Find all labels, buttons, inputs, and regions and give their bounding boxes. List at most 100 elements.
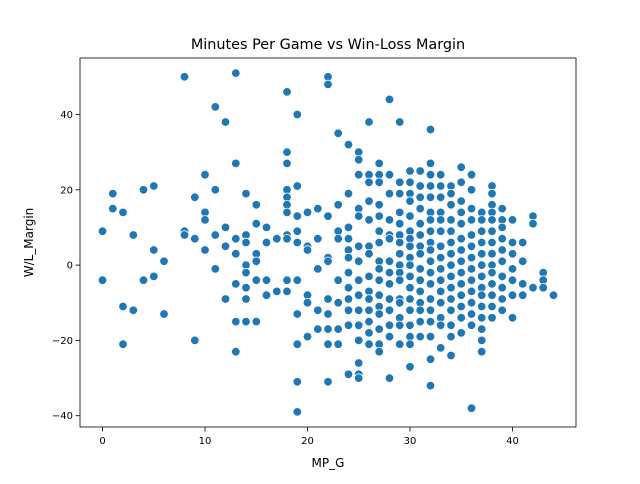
- data-point-256: [436, 241, 446, 252]
- data-point-103: [333, 128, 343, 139]
- data-point-241: [425, 256, 436, 267]
- data-point-6: [118, 339, 128, 349]
- data-point-84: [302, 245, 313, 255]
- data-point-251: [436, 181, 446, 191]
- data-point-99: [323, 309, 333, 319]
- data-point-177: [384, 294, 395, 304]
- data-point-39: [231, 316, 241, 327]
- data-point-63: [282, 158, 292, 169]
- data-point-1: [97, 275, 108, 285]
- data-point-156: [374, 211, 384, 221]
- data-point-71: [282, 286, 292, 297]
- data-point-36: [231, 233, 241, 244]
- data-point-281: [456, 177, 466, 188]
- data-point-210: [405, 294, 415, 304]
- data-point-267: [446, 200, 456, 210]
- data-point-326: [487, 215, 497, 225]
- data-point-31: [220, 222, 231, 233]
- data-point-43: [241, 237, 251, 248]
- data-point-284: [456, 218, 466, 229]
- data-point-138: [364, 117, 374, 127]
- data-point-216: [415, 166, 425, 176]
- data-point-258: [436, 264, 446, 274]
- data-point-58: [261, 290, 272, 300]
- data-point-89: [313, 233, 323, 244]
- data-point-356: [518, 290, 528, 300]
- data-point-299: [466, 241, 477, 252]
- data-point-312: [477, 249, 487, 259]
- data-point-14: [159, 256, 169, 267]
- data-point-98: [323, 294, 333, 304]
- y-tick-label: 40: [60, 110, 73, 121]
- y-axis-label: W/L_Margin: [22, 208, 36, 278]
- data-point-350: [507, 275, 518, 285]
- data-point-75: [292, 226, 303, 236]
- data-point-321: [477, 347, 487, 357]
- data-point-91: [313, 305, 323, 316]
- data-point-20: [190, 233, 200, 244]
- data-point-125: [354, 169, 364, 180]
- y-tick-label: −40: [52, 411, 73, 422]
- data-point-97: [323, 256, 333, 267]
- data-point-110: [333, 339, 343, 349]
- data-point-226: [415, 286, 425, 297]
- data-point-128: [354, 241, 364, 252]
- data-point-201: [405, 196, 415, 206]
- data-point-32: [220, 241, 231, 252]
- data-point-155: [374, 200, 384, 210]
- data-point-311: [477, 237, 487, 248]
- data-point-257: [436, 252, 446, 263]
- data-point-175: [384, 267, 395, 278]
- data-point-186: [395, 218, 405, 229]
- data-point-199: [405, 177, 415, 188]
- data-point-351: [507, 290, 518, 300]
- data-point-154: [374, 177, 384, 188]
- data-point-0: [97, 226, 108, 236]
- data-point-116: [343, 252, 354, 263]
- data-point-147: [364, 294, 374, 304]
- data-point-319: [477, 324, 487, 334]
- data-point-347: [507, 237, 518, 248]
- data-point-218: [415, 192, 425, 203]
- x-tick-label: 30: [404, 436, 417, 447]
- y-axis-ticks: −40 −20 0 20 40: [52, 110, 80, 422]
- data-point-18: [179, 230, 190, 240]
- data-point-280: [456, 162, 466, 172]
- data-point-53: [251, 275, 261, 285]
- data-point-164: [374, 309, 384, 319]
- data-point-221: [415, 230, 425, 240]
- data-point-40: [231, 347, 241, 357]
- data-point-266: [446, 188, 456, 199]
- data-point-9: [138, 185, 149, 195]
- data-point-122: [343, 369, 354, 380]
- data-point-111: [343, 139, 354, 150]
- data-point-77: [292, 275, 303, 285]
- data-point-30: [220, 117, 231, 127]
- data-point-10: [138, 275, 149, 285]
- data-point-271: [446, 249, 456, 259]
- data-point-196: [395, 320, 405, 331]
- data-point-181: [384, 373, 395, 383]
- data-point-12: [149, 245, 159, 255]
- data-point-254: [436, 215, 446, 225]
- data-point-57: [261, 275, 272, 285]
- data-point-207: [405, 260, 415, 270]
- data-point-49: [251, 200, 261, 210]
- data-point-160: [374, 264, 384, 274]
- data-point-304: [466, 298, 477, 308]
- data-point-245: [425, 305, 436, 316]
- x-tick-label: 0: [99, 436, 105, 447]
- data-point-141: [364, 196, 374, 206]
- data-point-343: [497, 283, 507, 293]
- data-point-349: [507, 264, 518, 274]
- data-point-288: [456, 267, 466, 278]
- data-point-34: [231, 68, 241, 78]
- data-point-268: [446, 215, 456, 225]
- data-point-194: [395, 298, 405, 308]
- data-point-235: [425, 192, 436, 203]
- data-point-255: [436, 226, 446, 236]
- data-point-310: [477, 226, 487, 236]
- data-point-69: [282, 233, 292, 244]
- data-point-309: [477, 215, 487, 225]
- data-point-242: [425, 267, 436, 278]
